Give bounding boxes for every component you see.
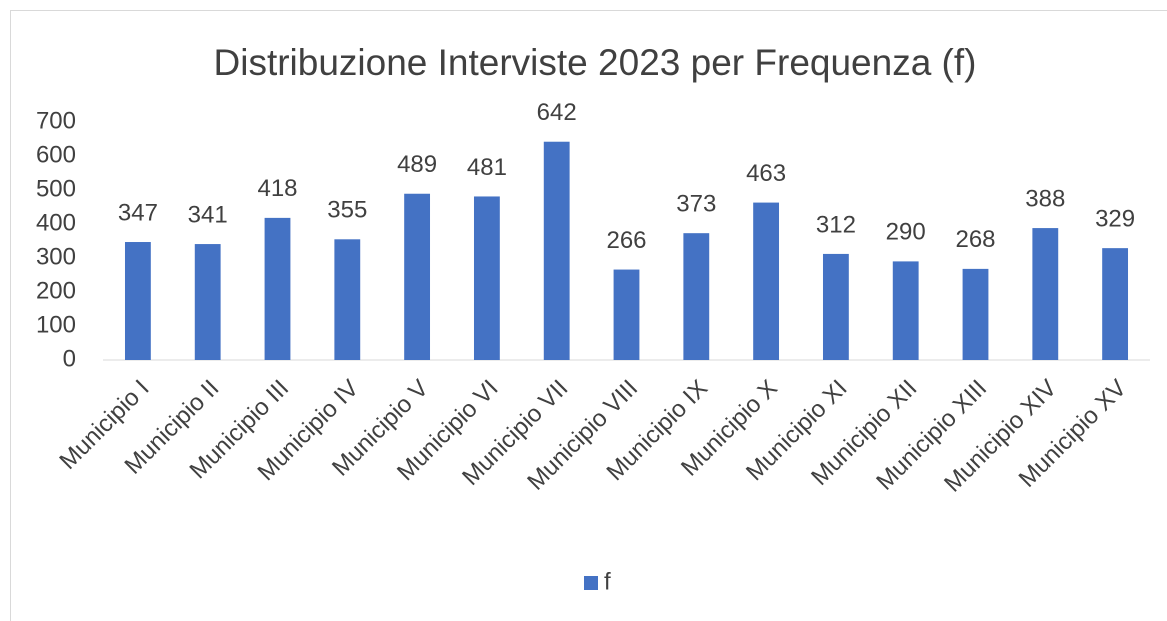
bar bbox=[1032, 228, 1059, 360]
data-label: 463 bbox=[746, 160, 786, 187]
bar bbox=[683, 233, 710, 360]
legend-label: f bbox=[604, 568, 611, 595]
bar bbox=[753, 202, 780, 360]
chart-title: Distribuzione Interviste 2023 per Freque… bbox=[214, 42, 977, 83]
data-label: 489 bbox=[397, 151, 437, 178]
bar bbox=[613, 269, 640, 360]
y-tick-label: 100 bbox=[36, 311, 76, 338]
bar bbox=[404, 193, 431, 360]
chart-frame bbox=[10, 10, 1167, 621]
bar bbox=[264, 217, 291, 360]
data-label: 355 bbox=[327, 197, 367, 224]
bar bbox=[822, 253, 849, 360]
data-label: 481 bbox=[467, 154, 507, 181]
y-tick-label: 600 bbox=[36, 141, 76, 168]
y-tick-label: 500 bbox=[36, 175, 76, 202]
data-label: 642 bbox=[537, 99, 577, 126]
data-label: 418 bbox=[257, 175, 297, 202]
data-label: 312 bbox=[816, 211, 856, 238]
data-label: 329 bbox=[1095, 205, 1135, 232]
bar bbox=[334, 239, 361, 360]
bar bbox=[1102, 248, 1129, 360]
data-label: 388 bbox=[1025, 185, 1065, 212]
bar bbox=[124, 242, 151, 360]
data-label: 268 bbox=[955, 226, 995, 253]
bar bbox=[543, 141, 570, 360]
legend-swatch bbox=[584, 576, 598, 590]
y-tick-label: 400 bbox=[36, 209, 76, 236]
bar bbox=[194, 244, 221, 360]
y-tick-label: 0 bbox=[63, 345, 76, 372]
data-label: 266 bbox=[606, 227, 646, 254]
data-label: 373 bbox=[676, 191, 716, 218]
data-label: 341 bbox=[188, 201, 228, 228]
y-tick-label: 200 bbox=[36, 277, 76, 304]
bar bbox=[962, 268, 989, 360]
data-label: 347 bbox=[118, 199, 158, 226]
bar bbox=[473, 196, 500, 360]
y-tick-label: 300 bbox=[36, 243, 76, 270]
bar bbox=[892, 261, 919, 360]
y-tick-label: 700 bbox=[36, 107, 76, 134]
data-label: 290 bbox=[886, 219, 926, 246]
